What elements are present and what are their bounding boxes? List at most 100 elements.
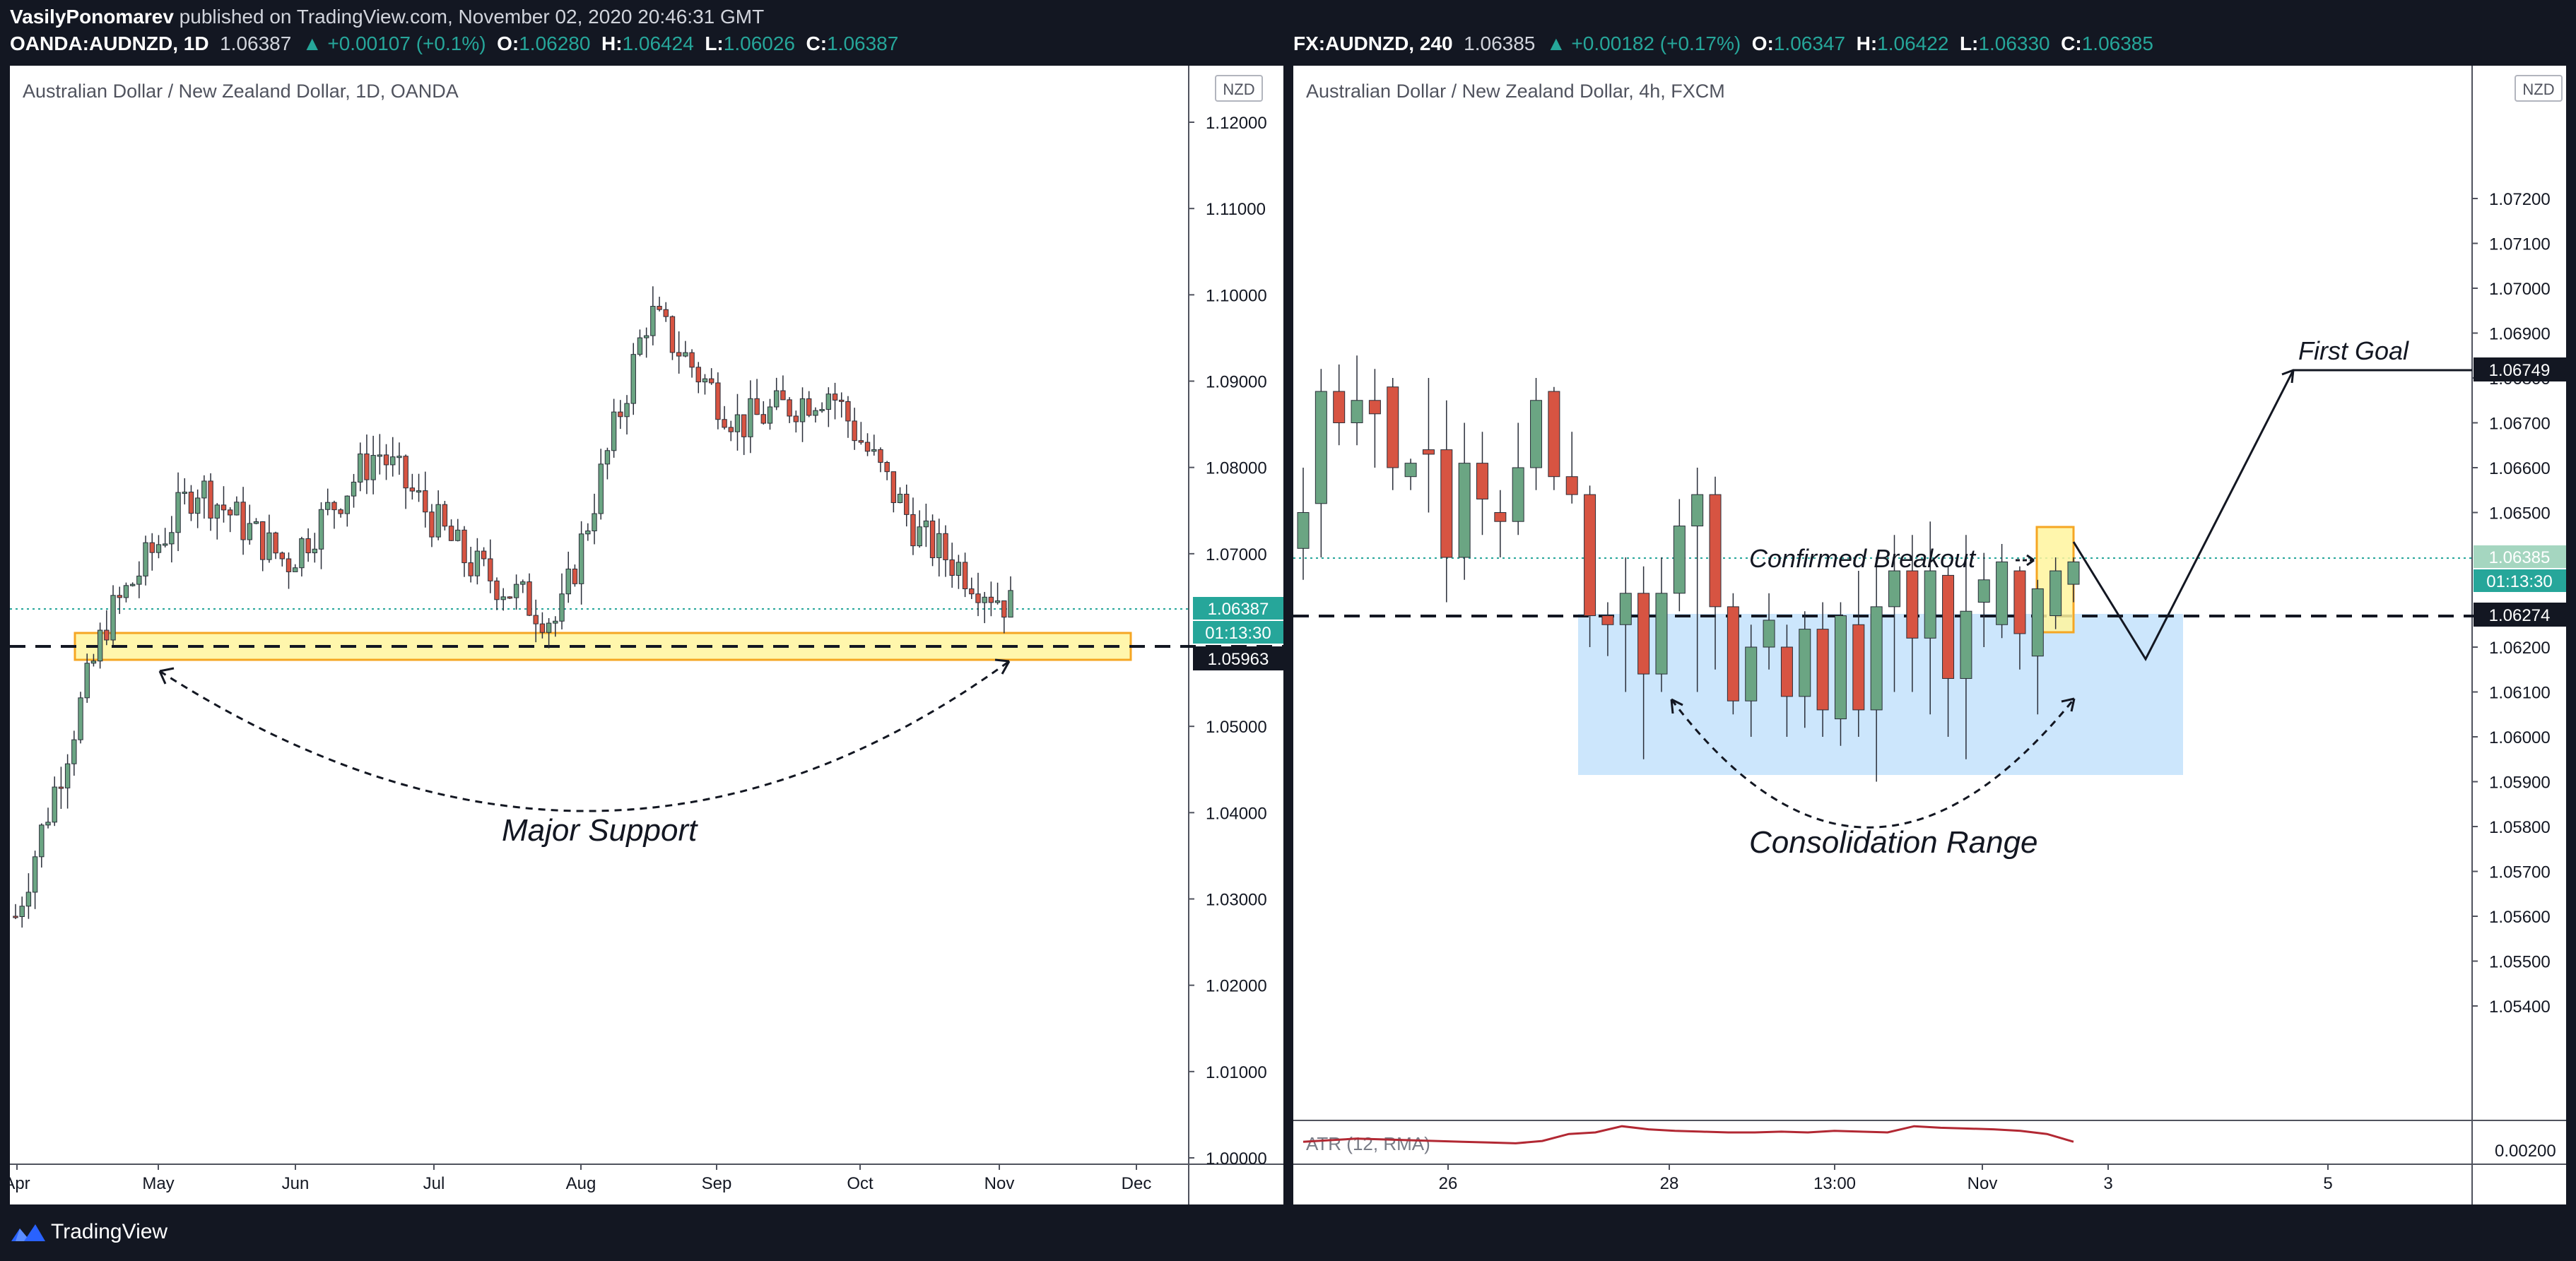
projection-path[interactable]: [2072, 369, 2472, 662]
candle-body: [890, 471, 897, 504]
candle-body: [1297, 512, 1310, 549]
candle-body: [669, 316, 676, 353]
candle-body: [663, 309, 669, 317]
candle-body: [520, 581, 526, 585]
candle-body: [1440, 449, 1453, 558]
candle-body: [1799, 629, 1811, 697]
right-goal-label-box: [2474, 357, 2566, 381]
right-level-label-box: [2474, 603, 2566, 627]
left-h-label: H:: [601, 32, 623, 54]
candle-body: [143, 542, 148, 576]
tradingview-logo-icon[interactable]: [10, 1220, 47, 1245]
candle-body: [500, 596, 506, 600]
candle-body: [293, 567, 298, 572]
candle-body: [897, 494, 903, 504]
right-y-tick-label: 1.05600: [2489, 908, 2551, 927]
candle-body: [1655, 593, 1668, 675]
left-currency-badge-box[interactable]: [1215, 75, 1263, 102]
candle-body: [1870, 606, 1883, 711]
right-y-tick-label: 1.05500: [2489, 953, 2551, 972]
right-x-axis: 26 28 13:00 Nov 3 5: [1439, 1164, 2333, 1193]
candle-body: [527, 581, 532, 616]
left-price-label: 1.06387: [1208, 600, 1269, 619]
left-close: 1.06387: [827, 32, 899, 54]
support-arc: [159, 660, 1010, 812]
left-symbol[interactable]: OANDA:AUDNZD, 1D: [10, 32, 209, 54]
candle-body: [962, 562, 968, 590]
candle-body: [377, 454, 383, 457]
candle-body: [390, 456, 396, 466]
candle-body: [162, 543, 168, 546]
candle-body: [539, 623, 546, 633]
right-price-label-box: [2474, 545, 2566, 568]
atr-line: [1302, 1125, 2074, 1144]
candle-body: [169, 532, 175, 545]
left-y-tick-label: 1.11000: [1206, 200, 1266, 219]
candle-body: [488, 558, 493, 581]
right-y-tick-label: 1.07100: [2489, 235, 2551, 254]
candle-body: [1001, 600, 1007, 618]
candle-body: [358, 454, 363, 483]
candle-body: [806, 398, 812, 416]
author-name[interactable]: VasilyPonomarev: [10, 6, 174, 28]
left-currency-badge[interactable]: NZD: [1223, 81, 1254, 98]
candle-body: [585, 531, 591, 535]
right-symbol[interactable]: FX:AUDNZD, 240: [1293, 32, 1453, 54]
right-l-label: L:: [1959, 32, 1979, 54]
candle-body: [383, 454, 389, 466]
left-y-tick-label: 1.00000: [1206, 1149, 1267, 1168]
candle-body: [90, 661, 97, 664]
candle-body: [13, 916, 18, 918]
candle-body: [1888, 570, 1901, 608]
tradingview-brand[interactable]: TradingView: [51, 1220, 168, 1243]
publish-info: VasilyPonomarev published on TradingView…: [10, 6, 764, 28]
left-y-tick-label: 1.12000: [1206, 114, 1267, 133]
candle-body: [19, 906, 25, 918]
candle-body: [58, 786, 64, 789]
candle-body: [2067, 561, 2080, 585]
candle-body: [676, 352, 682, 357]
candle-body: [1727, 606, 1739, 701]
candle-body: [878, 449, 883, 463]
left-y-tick-label: 1.09000: [1206, 373, 1267, 392]
left-x-tick-label: May: [142, 1174, 174, 1193]
left-l-label: L:: [705, 32, 724, 54]
publish-text: published on TradingView.com, November 0…: [173, 6, 765, 28]
left-y-tick-label: 1.05000: [1206, 718, 1267, 737]
left-y-tick-label: 1.10000: [1206, 286, 1267, 305]
support-arc-arrow-left: [158, 667, 175, 685]
candle-body: [208, 480, 213, 519]
left-chart-panel[interactable]: Australian Dollar / New Zealand Dollar, …: [10, 66, 1283, 1204]
candle-body: [650, 306, 656, 336]
candle-body: [240, 502, 246, 540]
right-chart-panel[interactable]: Australian Dollar / New Zealand Dollar, …: [1293, 66, 2566, 1204]
right-currency-badge[interactable]: NZD: [2522, 81, 2554, 98]
candle-body: [852, 420, 857, 442]
header: VasilyPonomarev published on TradingView…: [0, 0, 2576, 66]
right-y-tick-label: 1.06100: [2489, 684, 2551, 703]
candle-body: [592, 513, 597, 532]
candle-body: [1584, 494, 1596, 617]
candle-body: [1351, 400, 1363, 423]
right-c-label: C:: [2061, 32, 2082, 54]
left-low: 1.06026: [723, 32, 795, 54]
atr-indicator-label[interactable]: ATR (12, RMA): [1306, 1133, 1430, 1154]
candle-body: [78, 697, 83, 740]
candle-body: [227, 509, 233, 516]
candle-body: [722, 419, 727, 428]
left-change: ▲ +0.00107 (+0.1%): [302, 32, 486, 54]
candle-body: [513, 584, 519, 598]
right-level-label: 1.06274: [2489, 606, 2551, 625]
candle-body: [2049, 570, 2062, 617]
candle-body: [598, 463, 604, 514]
candle-body: [435, 504, 441, 538]
candle-body: [943, 533, 948, 560]
right-close: 1.06385: [2081, 32, 2153, 54]
candle-body: [1691, 494, 1704, 527]
atr-value-tick: 0.00200: [2495, 1142, 2556, 1161]
left-y-tick-label: 1.02000: [1206, 977, 1267, 996]
right-currency-badge-box[interactable]: [2515, 75, 2563, 102]
left-open: 1.06280: [519, 32, 591, 54]
candle-body: [1780, 646, 1793, 697]
candle-body: [396, 456, 402, 458]
